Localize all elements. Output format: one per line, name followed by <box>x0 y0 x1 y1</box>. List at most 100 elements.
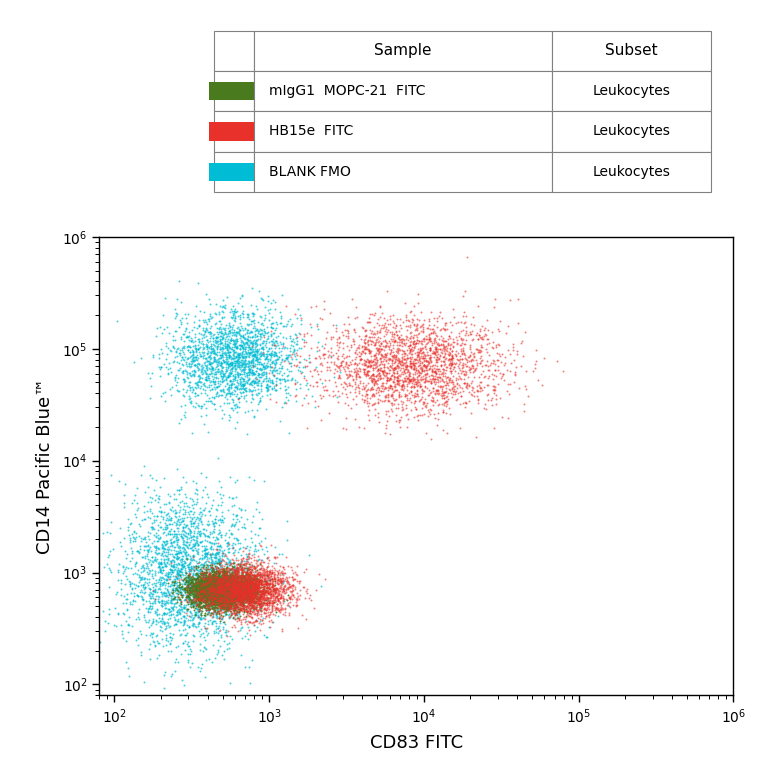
Point <box>265 606 277 618</box>
Point <box>181 627 193 639</box>
Point <box>204 589 216 601</box>
Point <box>222 338 234 350</box>
Point <box>244 574 256 586</box>
Point <box>238 390 251 403</box>
Point <box>214 579 226 591</box>
Point <box>198 306 210 318</box>
Point <box>295 319 307 331</box>
Point <box>230 381 242 393</box>
Point <box>231 581 244 593</box>
Point <box>215 587 227 599</box>
Point <box>244 556 257 568</box>
Point <box>447 336 459 348</box>
Point <box>144 601 156 613</box>
Point <box>125 577 138 589</box>
Point <box>178 529 190 542</box>
Point <box>231 586 243 598</box>
Point <box>244 592 257 604</box>
Point <box>171 567 183 579</box>
Point <box>437 387 449 400</box>
Point <box>186 568 199 581</box>
Point <box>216 593 228 605</box>
Point <box>239 604 251 616</box>
Point <box>173 607 186 619</box>
Point <box>239 630 251 643</box>
Point <box>275 577 287 589</box>
Point <box>267 336 280 348</box>
Point <box>151 562 163 574</box>
Point <box>277 567 289 579</box>
Point <box>183 581 196 593</box>
Point <box>376 358 388 371</box>
Point <box>239 332 251 345</box>
Point <box>232 348 244 360</box>
Point <box>203 563 215 575</box>
Point <box>136 560 148 572</box>
Point <box>199 581 212 594</box>
Point <box>214 580 226 592</box>
Point <box>209 403 222 416</box>
Point <box>290 394 303 406</box>
Point <box>177 503 189 515</box>
Point <box>245 565 257 578</box>
Point <box>203 570 215 582</box>
Point <box>142 526 154 538</box>
Point <box>223 598 235 610</box>
Point <box>217 575 229 588</box>
Point <box>234 585 246 597</box>
Point <box>210 348 222 360</box>
Point <box>232 588 244 601</box>
Point <box>214 586 226 598</box>
Point <box>345 401 357 413</box>
Point <box>131 589 143 601</box>
Point <box>230 605 242 617</box>
Point <box>481 359 493 371</box>
Point <box>160 523 173 535</box>
Point <box>131 579 143 591</box>
Point <box>192 546 204 558</box>
Point <box>189 608 202 620</box>
Point <box>155 361 167 374</box>
Point <box>175 562 187 574</box>
Point <box>128 532 141 544</box>
Point <box>266 573 278 585</box>
Point <box>208 583 220 595</box>
Point <box>214 583 226 595</box>
Point <box>235 588 248 601</box>
Point <box>369 329 381 341</box>
Point <box>205 379 217 391</box>
Point <box>219 346 231 358</box>
Point <box>225 600 237 612</box>
Point <box>428 312 440 325</box>
Point <box>218 570 230 582</box>
Point <box>222 364 234 376</box>
Point <box>186 573 199 585</box>
Point <box>277 591 290 603</box>
Point <box>214 321 226 333</box>
Point <box>212 627 224 639</box>
Point <box>225 565 238 578</box>
Point <box>244 591 257 604</box>
Point <box>194 581 206 593</box>
Point <box>258 586 270 598</box>
Point <box>237 379 249 391</box>
Point <box>168 487 180 500</box>
Point <box>261 545 274 557</box>
Point <box>191 590 203 602</box>
Point <box>127 595 139 607</box>
Point <box>183 584 196 596</box>
Point <box>196 592 208 604</box>
Point <box>214 565 226 578</box>
Point <box>299 613 312 625</box>
Point <box>442 337 455 349</box>
Point <box>244 595 257 607</box>
Point <box>206 569 219 581</box>
Point <box>221 585 233 597</box>
Point <box>431 371 443 383</box>
Point <box>241 586 253 598</box>
Point <box>312 350 325 362</box>
Point <box>319 295 331 307</box>
Point <box>202 574 215 586</box>
Point <box>241 368 254 380</box>
Point <box>204 588 216 600</box>
